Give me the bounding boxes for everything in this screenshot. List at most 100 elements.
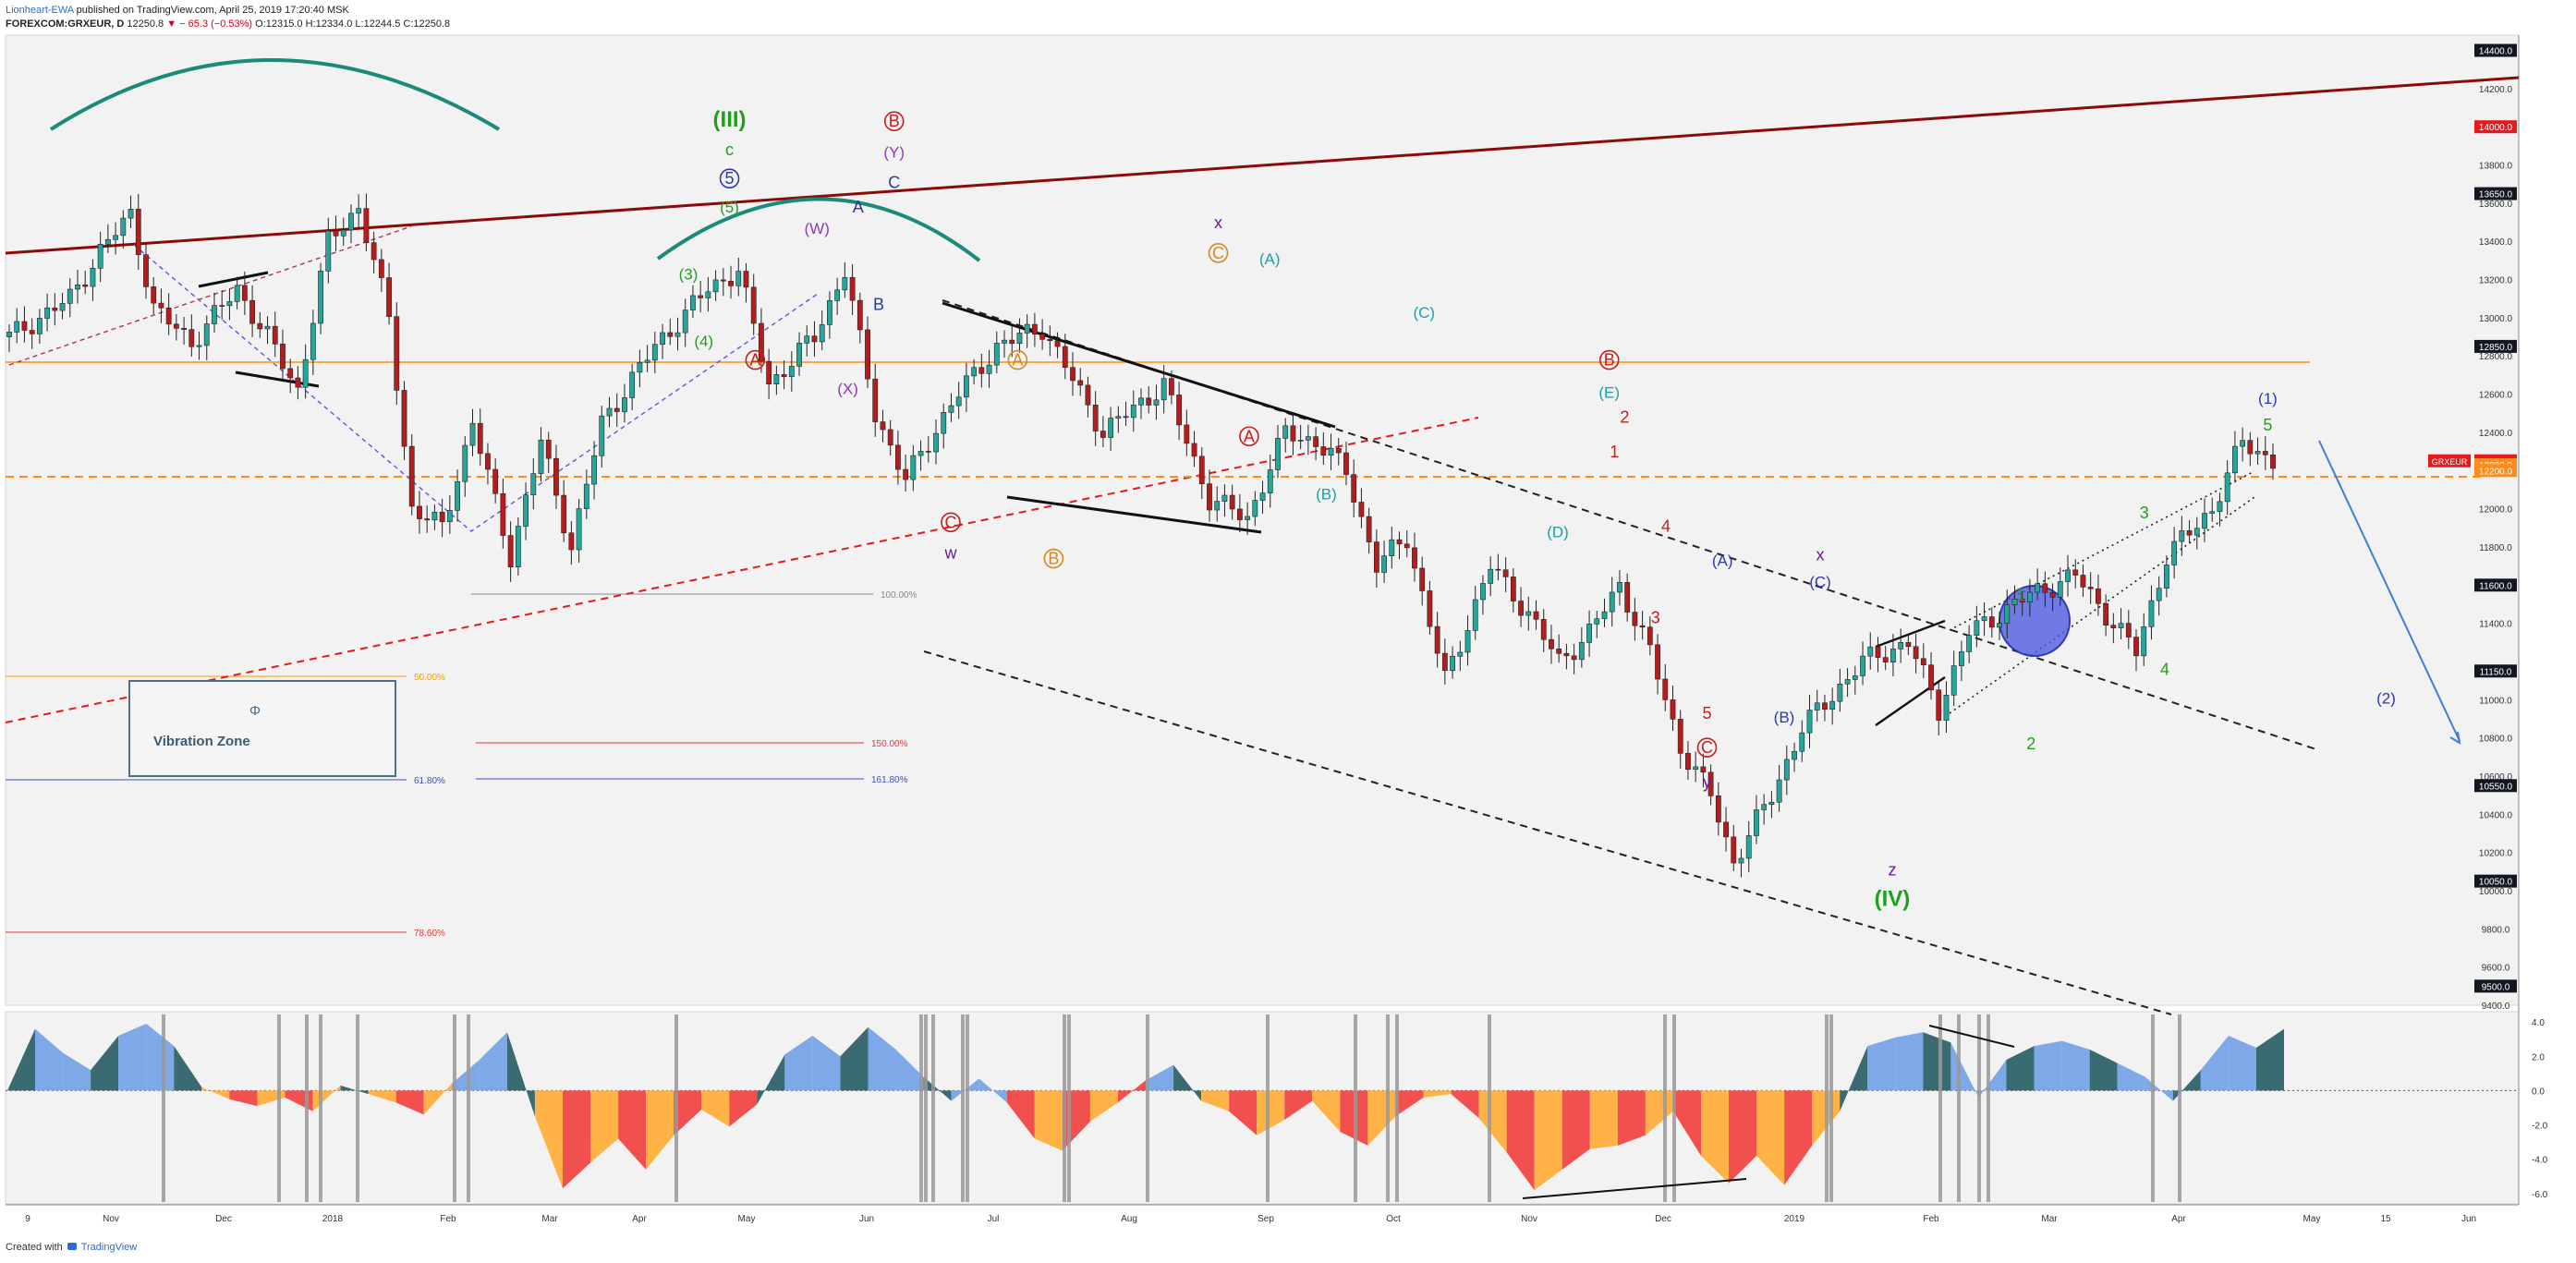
candle-body xyxy=(446,510,453,523)
symbol-tag-bg xyxy=(2428,454,2471,468)
price-tick: 13200.0 xyxy=(2479,276,2513,286)
candle-body xyxy=(2019,599,2025,602)
candle-body xyxy=(1525,611,1532,616)
wave-label: (B) xyxy=(1774,709,1795,726)
candle-body xyxy=(1198,455,1205,484)
wave-label: 5 xyxy=(1702,704,1711,723)
wave-label: 5 xyxy=(2263,416,2272,434)
candle-body xyxy=(2133,637,2139,657)
osc-segment xyxy=(1146,1064,1174,1091)
tradingview-link[interactable]: TradingView xyxy=(80,1242,138,1253)
wave-label: C xyxy=(888,173,900,191)
candle-body xyxy=(264,325,271,330)
candle-body xyxy=(348,213,354,231)
osc-segment xyxy=(340,1085,369,1095)
osc-segment xyxy=(868,1026,896,1091)
wave-label: 3 xyxy=(2140,504,2149,522)
candles-layer xyxy=(6,193,2276,878)
candle-body xyxy=(523,494,529,527)
candle-body xyxy=(75,284,80,290)
candle-body xyxy=(2240,440,2246,447)
osc-vertical-bar xyxy=(1266,1014,1270,1202)
price-tag: 12200.0 xyxy=(2479,467,2513,477)
candle-body xyxy=(1829,700,1836,710)
candle-body xyxy=(1335,447,1342,454)
candle-body xyxy=(1754,809,1759,836)
candle-body xyxy=(1146,397,1152,406)
candle-body xyxy=(2035,583,2041,593)
candle-body xyxy=(143,254,149,287)
candle-body xyxy=(1427,590,1433,627)
candle-body xyxy=(135,209,141,255)
candle-body xyxy=(1571,655,1577,661)
osc-vertical-bar xyxy=(1938,1014,1942,1202)
osc-divergence-line-2 xyxy=(1522,1178,1747,1199)
wave-label: y xyxy=(1703,772,1711,791)
osc-segment xyxy=(2061,1040,2090,1091)
osc-vertical-bar xyxy=(919,1014,923,1202)
candle-body xyxy=(363,208,370,243)
candle-body xyxy=(644,359,650,363)
candle-body xyxy=(766,360,772,384)
candle-body xyxy=(1024,323,1030,334)
time-tick: Nov xyxy=(103,1214,119,1224)
wave-label: (E) xyxy=(1598,384,1620,402)
osc-vertical-bar xyxy=(924,1014,928,1202)
candle-body xyxy=(1594,618,1600,625)
footer: Created with TradingView xyxy=(6,1242,137,1253)
candle-body xyxy=(1480,583,1486,601)
projection-arrow xyxy=(2318,440,2461,742)
author-link[interactable]: Lionheart-EWA xyxy=(6,5,74,16)
candle-body xyxy=(82,284,89,287)
candle-body xyxy=(2193,528,2200,536)
osc-vertical-bar xyxy=(1063,1014,1066,1202)
candle-body xyxy=(97,244,103,269)
vibration-zone-box[interactable]: Φ Vibration Zone xyxy=(128,680,396,777)
osc-vertical-bar xyxy=(1395,1014,1399,1202)
price-tick: 11400.0 xyxy=(2479,620,2512,630)
price-tick: 12600.0 xyxy=(2479,391,2513,401)
candle-body xyxy=(1997,623,2002,628)
vibration-zone-rect xyxy=(128,680,396,777)
candle-body xyxy=(424,518,431,521)
candle-body xyxy=(1518,601,1524,616)
candle-body xyxy=(1039,334,1046,340)
osc-segment xyxy=(7,1028,36,1091)
candle-body xyxy=(1768,801,1775,806)
time-tick: 15 xyxy=(2380,1214,2391,1224)
osc-segment xyxy=(951,1078,979,1101)
price-tag-bg xyxy=(2474,979,2517,993)
candle-body xyxy=(234,285,240,302)
candle-body xyxy=(128,209,134,219)
osc-tick: -6.0 xyxy=(2532,1190,2548,1200)
candle-body xyxy=(1389,539,1395,556)
wave-label-circle xyxy=(745,349,766,370)
candle-body xyxy=(249,299,255,324)
osc-segment xyxy=(1173,1064,1202,1101)
candle-body xyxy=(1981,616,1987,622)
candle-body xyxy=(682,310,688,334)
candle-body xyxy=(1662,678,1669,700)
time-tick: Jul xyxy=(988,1214,1000,1224)
candle-body xyxy=(67,288,73,304)
candle-body xyxy=(667,332,674,337)
candle-body xyxy=(1890,649,1896,662)
osc-segment xyxy=(1395,1090,1424,1117)
osc-vertical-bar xyxy=(1067,1014,1071,1202)
solid-channel-bottom xyxy=(1006,495,1262,534)
osc-segment xyxy=(701,1090,730,1127)
candle-body xyxy=(1882,657,1889,662)
wave-label: (A) xyxy=(1712,553,1733,570)
candle-body xyxy=(219,305,225,307)
candle-body xyxy=(1259,492,1266,501)
candle-body xyxy=(773,374,780,384)
chart-header: Lionheart-EWA published on TradingView.c… xyxy=(6,4,450,31)
time-tick: Feb xyxy=(1923,1214,1939,1224)
candle-body xyxy=(1085,384,1091,406)
candle-body xyxy=(1100,431,1106,438)
osc-vertical-bar xyxy=(1825,1014,1829,1202)
candle-body xyxy=(2042,583,2048,593)
candle-body xyxy=(933,432,939,453)
ohlc-low: L:12244.5 xyxy=(355,18,401,30)
